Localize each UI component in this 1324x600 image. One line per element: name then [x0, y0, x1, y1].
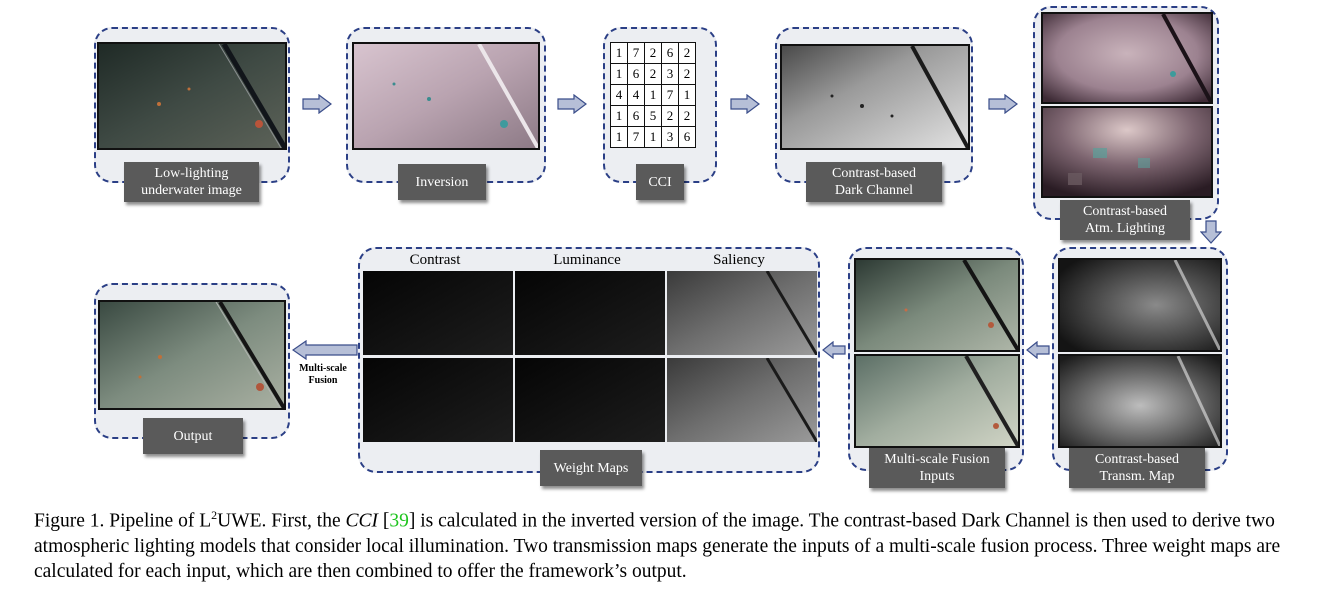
- cci-grid-cell: 1: [644, 126, 662, 148]
- output-image: [98, 300, 286, 410]
- low-lighting-image: [97, 42, 287, 150]
- right-arrow-icon: [302, 94, 332, 114]
- weight-luminance-1: [515, 271, 665, 355]
- cci-grid-cell: 3: [661, 126, 679, 148]
- cci-grid-cell: 6: [661, 42, 679, 64]
- input-label: Low-lighting underwater image: [124, 162, 259, 202]
- atm-lighting-label: Contrast-based Atm. Lighting: [1060, 200, 1190, 240]
- cci-grid-cell: 2: [678, 105, 696, 127]
- cci-grid-cell: 1: [610, 126, 628, 148]
- output-label: Output: [143, 418, 243, 454]
- inversion-label: Inversion: [398, 164, 486, 200]
- transm-map-label: Contrast-based Transm. Map: [1069, 448, 1205, 488]
- fusion-arrow-label: Multi-scale Fusion: [299, 363, 347, 386]
- right-arrow-icon: [557, 94, 587, 114]
- atm-lighting-image-2: [1041, 106, 1213, 198]
- cci-grid-cell: 2: [661, 105, 679, 127]
- cci-label: CCI: [636, 164, 684, 200]
- left-arrow-icon: [822, 341, 846, 359]
- weight-col-saliency: Saliency: [713, 252, 765, 268]
- cci-grid-cell: 4: [610, 84, 628, 106]
- cci-grid-cell: 7: [661, 84, 679, 106]
- dark-channel-image: [780, 44, 970, 150]
- weight-contrast-1: [363, 271, 513, 355]
- cci-symbol: CCI: [345, 510, 378, 532]
- cci-grid-cell: 1: [610, 63, 628, 85]
- cci-grid-cell: 3: [661, 63, 679, 85]
- right-arrow-icon: [988, 94, 1018, 114]
- weight-luminance-2: [515, 358, 665, 442]
- weight-maps-label: Weight Maps: [540, 450, 642, 486]
- down-arrow-icon: [1200, 220, 1222, 244]
- cci-grid-cell: 7: [627, 42, 645, 64]
- weight-col-contrast: Contrast: [409, 252, 461, 268]
- cci-grid-cell: 1: [678, 84, 696, 106]
- cci-grid-cell: 2: [644, 42, 662, 64]
- cci-grid-cell: 6: [627, 105, 645, 127]
- inverted-image: [352, 42, 540, 150]
- cci-grid-cell: 1: [644, 84, 662, 106]
- dark-channel-label: Contrast-based Dark Channel: [806, 162, 942, 202]
- weight-saliency-1: [667, 271, 817, 355]
- cci-grid-cell: 1: [610, 42, 628, 64]
- weight-col-luminance: Luminance: [553, 252, 621, 268]
- cci-grid-cell: 1: [610, 105, 628, 127]
- fusion-input-image-2: [854, 354, 1020, 448]
- right-arrow-icon: [730, 94, 760, 114]
- left-arrow-icon: [1026, 341, 1050, 359]
- figure-caption: Figure 1. Pipeline of L2UWE. First, the …: [34, 508, 1281, 582]
- cci-grid-cell: 4: [627, 84, 645, 106]
- left-arrow-icon: [292, 340, 358, 360]
- atm-lighting-image-1: [1041, 12, 1213, 104]
- fusion-input-image-1: [854, 258, 1020, 352]
- cci-grid-cell: 6: [678, 126, 696, 148]
- fusion-inputs-label: Multi-scale Fusion Inputs: [869, 448, 1005, 488]
- cci-grid-cell: 6: [627, 63, 645, 85]
- cci-grid-cell: 2: [644, 63, 662, 85]
- cci-grid-cell: 7: [627, 126, 645, 148]
- citation-link[interactable]: 39: [389, 510, 409, 532]
- weight-contrast-2: [363, 358, 513, 442]
- transm-map-image-1: [1058, 258, 1222, 352]
- cci-grid-cell: 5: [644, 105, 662, 127]
- cci-grid-cell: 2: [678, 63, 696, 85]
- transm-map-image-2: [1058, 354, 1222, 448]
- weight-saliency-2: [667, 358, 817, 442]
- cci-grid-cell: 2: [678, 42, 696, 64]
